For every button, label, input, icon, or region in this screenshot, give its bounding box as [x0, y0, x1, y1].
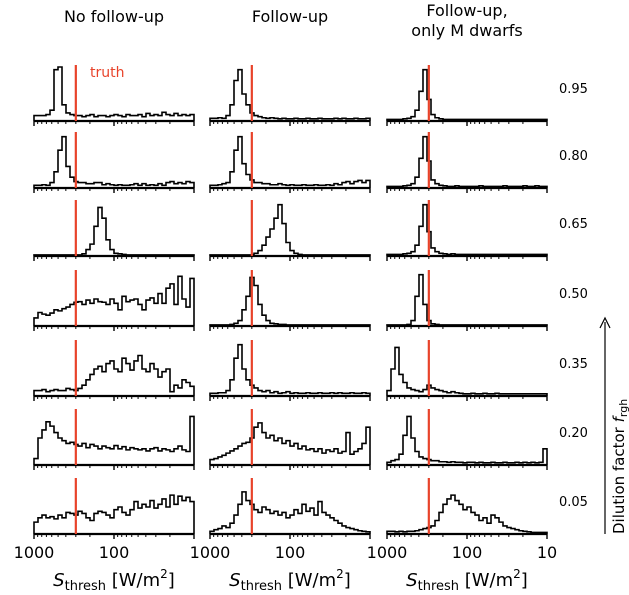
histogram-panel — [209, 409, 371, 470]
histogram-panel — [386, 132, 548, 193]
histogram-step-line — [33, 415, 195, 465]
histogram-panel — [209, 132, 371, 193]
histogram-step-line — [209, 343, 371, 396]
histogram-step-line — [386, 494, 548, 534]
histogram-step-line — [386, 135, 548, 188]
histogram-step-line — [209, 68, 371, 121]
x-axis-label: Sthresh [W/m2] — [53, 567, 175, 594]
row-label: 0.65 — [559, 217, 588, 232]
histogram-panel — [33, 409, 195, 470]
histogram-panel — [386, 340, 548, 401]
row-label: 0.50 — [559, 287, 588, 302]
column-title: Follow-up, — [426, 1, 507, 20]
column-title: No follow-up — [64, 7, 164, 26]
histogram-step-line — [33, 275, 195, 326]
row-label: 0.35 — [559, 357, 588, 372]
histogram-step-line — [209, 422, 371, 465]
histogram-panel — [209, 65, 371, 126]
x-axis-label: Sthresh [W/m2] — [406, 567, 528, 594]
row-label: 0.05 — [559, 495, 588, 510]
x-tick-label: 100 — [275, 543, 306, 562]
histogram-panel — [33, 478, 195, 539]
y-arrow-head — [599, 316, 611, 329]
histogram-step-line — [33, 135, 195, 188]
x-tick-label: 100 — [99, 543, 130, 562]
truth-label: truth — [90, 65, 124, 81]
histogram-panel — [386, 200, 548, 261]
histogram-panel — [209, 478, 371, 539]
histogram-step-line — [209, 203, 371, 256]
histogram-step-line — [33, 66, 195, 121]
histogram-step-line — [33, 494, 195, 534]
histogram-panel — [33, 132, 195, 193]
histogram-step-line — [386, 68, 548, 121]
histogram-panel — [33, 270, 195, 331]
x-tick-label: 10 — [537, 543, 557, 562]
row-label: 0.95 — [559, 82, 588, 97]
row-label: 0.80 — [559, 149, 588, 164]
column-title: only M dwarfs — [411, 21, 522, 40]
histogram-step-line — [386, 203, 548, 256]
histogram-step-line — [209, 491, 371, 534]
histogram-panel — [33, 340, 195, 401]
histogram-step-line — [209, 135, 371, 188]
histogram-panel — [386, 270, 548, 331]
histogram-step-line — [386, 415, 548, 465]
histogram-panel — [209, 340, 371, 401]
x-axis-label: Sthresh [W/m2] — [229, 567, 351, 594]
histogram-panel — [33, 200, 195, 261]
x-tick-label: 1000 — [190, 543, 231, 562]
histogram-panel — [209, 200, 371, 261]
x-tick-label: 1000 — [14, 543, 55, 562]
histogram-step-line — [209, 276, 371, 326]
column-title: Follow-up — [252, 7, 328, 26]
histogram-panel — [209, 270, 371, 331]
x-tick-label: 1000 — [367, 543, 408, 562]
histogram-panel — [386, 65, 548, 126]
histogram-step-line — [386, 273, 548, 326]
x-tick-label: 100 — [452, 543, 483, 562]
histogram-panel — [386, 478, 548, 539]
histogram-panel — [386, 409, 548, 470]
row-label: 0.20 — [559, 426, 588, 441]
y-axis-label: Dilution factor frgh — [610, 399, 629, 534]
histogram-step-line — [386, 346, 548, 396]
histogram-step-line — [33, 354, 195, 396]
histogram-panel — [33, 65, 195, 126]
histogram-step-line — [33, 206, 195, 256]
